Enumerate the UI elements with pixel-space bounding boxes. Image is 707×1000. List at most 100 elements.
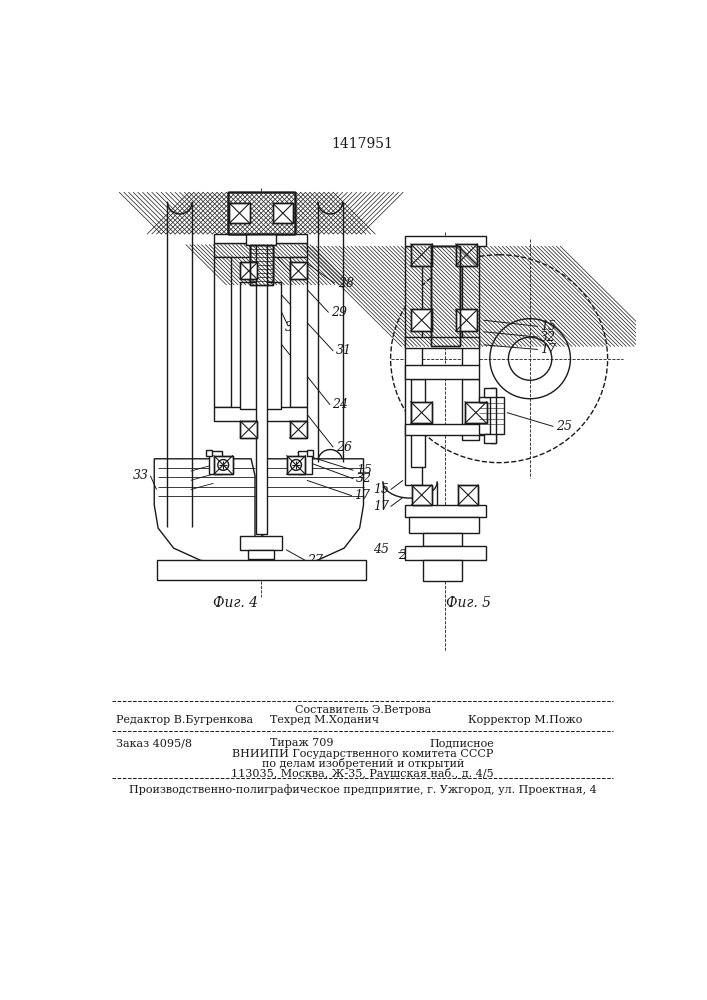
Bar (287, 456, 305, 474)
Text: 33: 33 (133, 469, 149, 482)
Bar (404, 246, 421, 485)
Bar (228, 192, 295, 234)
Bar (411, 402, 433, 423)
Bar (404, 337, 479, 348)
Text: 27: 27 (398, 549, 414, 562)
Bar (273, 203, 293, 223)
Bar (307, 450, 313, 456)
Bar (240, 421, 257, 438)
Text: 17: 17 (540, 343, 556, 356)
Bar (411, 309, 433, 331)
Bar (206, 450, 212, 456)
Bar (458, 485, 478, 505)
Bar (214, 234, 307, 243)
Text: 32: 32 (356, 472, 372, 485)
Bar (228, 192, 295, 234)
Bar (214, 456, 233, 474)
Bar (250, 245, 273, 285)
Bar (479, 397, 504, 434)
Bar (423, 533, 462, 546)
Polygon shape (154, 459, 255, 565)
Bar (431, 246, 460, 346)
Text: 29: 29 (331, 306, 347, 319)
Text: Подписное: Подписное (429, 738, 494, 748)
Bar (228, 192, 295, 234)
Bar (248, 550, 274, 559)
Text: 15: 15 (373, 483, 389, 496)
Text: Редактор В.Бугренкова: Редактор В.Бугренкова (115, 715, 252, 725)
Text: 1417951: 1417951 (332, 137, 394, 151)
Text: 113035, Москва, Ж-35, Раушская наб., д. 4/5: 113035, Москва, Ж-35, Раушская наб., д. … (231, 768, 494, 779)
Bar (404, 235, 486, 246)
Bar (411, 379, 425, 467)
Bar (423, 560, 462, 581)
Bar (411, 485, 432, 505)
Bar (411, 402, 433, 423)
Text: 26: 26 (336, 441, 351, 454)
Bar (456, 244, 477, 266)
Bar (230, 203, 250, 223)
Text: 15: 15 (540, 320, 556, 333)
Bar (456, 309, 477, 331)
Bar (465, 402, 486, 423)
Bar (228, 192, 295, 234)
Bar (458, 485, 478, 505)
Bar (484, 388, 496, 397)
Bar (240, 536, 282, 550)
Text: 17: 17 (354, 489, 370, 502)
Bar (240, 282, 259, 409)
Bar (465, 402, 486, 423)
Bar (262, 282, 281, 409)
Bar (250, 245, 273, 285)
Bar (462, 379, 479, 440)
Bar (156, 560, 366, 580)
Bar (214, 257, 231, 407)
Bar (250, 245, 273, 285)
Text: ВНИИПИ Государственного комитета СССР: ВНИИПИ Государственного комитета СССР (232, 749, 493, 759)
Text: Техред М.Ходанич: Техред М.Ходанич (271, 715, 380, 725)
Text: по делам изобретений и открытий: по делам изобретений и открытий (262, 758, 464, 769)
Bar (431, 246, 460, 346)
Bar (411, 485, 432, 505)
Bar (256, 234, 267, 534)
Polygon shape (263, 459, 363, 565)
Bar (273, 203, 293, 223)
Bar (409, 517, 479, 533)
Bar (209, 451, 223, 474)
Bar (404, 546, 486, 560)
Bar (290, 262, 307, 279)
Bar (456, 244, 477, 266)
Bar (462, 246, 479, 366)
Bar (411, 309, 433, 331)
Bar (214, 407, 307, 421)
Bar (490, 388, 496, 443)
Text: Заказ 4095/8: Заказ 4095/8 (115, 738, 192, 748)
Text: 32: 32 (540, 331, 556, 344)
Bar (290, 421, 307, 438)
Text: 45: 45 (373, 543, 389, 556)
Bar (298, 451, 312, 474)
Bar (290, 262, 307, 279)
Bar (404, 505, 486, 517)
Text: 17: 17 (373, 500, 389, 513)
Bar (228, 192, 295, 234)
Text: 27: 27 (307, 554, 323, 567)
Bar (404, 424, 493, 435)
Text: 28: 28 (338, 277, 354, 290)
Bar (214, 243, 307, 257)
Bar (404, 365, 479, 379)
Text: Тираж 709: Тираж 709 (271, 738, 334, 748)
Text: Составитель Э.Ветрова: Составитель Э.Ветрова (295, 705, 431, 715)
Text: 25: 25 (556, 420, 572, 433)
Text: Производственно-полиграфическое предприятие, г. Ужгород, ул. Проектная, 4: Производственно-полиграфическое предприя… (129, 784, 597, 795)
Bar (287, 456, 305, 474)
Bar (484, 434, 496, 443)
Bar (240, 421, 257, 438)
Bar (240, 262, 257, 279)
Bar (230, 203, 250, 223)
Bar (290, 421, 307, 438)
Bar (240, 262, 257, 279)
Bar (214, 456, 233, 474)
Text: 30: 30 (284, 321, 300, 334)
Bar (247, 234, 276, 245)
